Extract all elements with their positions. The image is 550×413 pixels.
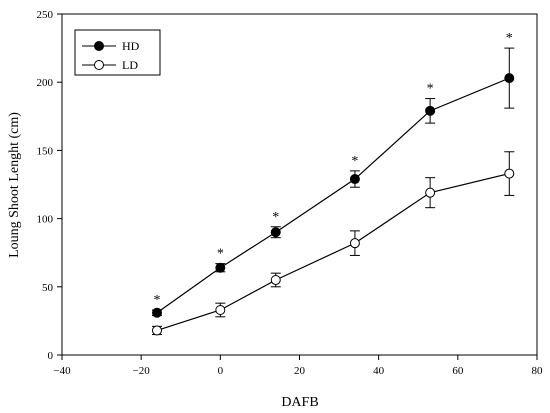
data-point-ld	[504, 168, 515, 179]
data-point-hd	[349, 174, 360, 185]
annotation-layer: * * * * * *	[154, 31, 513, 308]
y-tick-label: 150	[37, 145, 54, 157]
legend-marker-ld	[94, 60, 104, 70]
x-tick-label: 0	[218, 365, 224, 377]
series-hd	[152, 47, 515, 318]
series-line-hd	[156, 77, 510, 314]
legend-label-ld: LD	[122, 58, 138, 72]
y-axis: 0 50 100 150 200 250	[37, 9, 62, 362]
data-point-hd	[425, 105, 436, 116]
data-point-ld	[152, 325, 162, 336]
series-ld	[152, 151, 515, 336]
legend: HD LD	[74, 29, 161, 76]
legend-label-hd: HD	[122, 39, 140, 53]
x-tick-label: 80	[532, 365, 544, 377]
data-point-ld	[215, 304, 226, 315]
x-axis: −40 −20 0 20 40 60 80	[53, 355, 543, 377]
series-layer	[152, 47, 515, 336]
data-point-ld	[270, 274, 281, 285]
x-axis-title: DAFB	[281, 395, 318, 410]
data-point-hd	[504, 73, 515, 84]
significance-asterisk: *	[506, 31, 513, 46]
y-tick-label: 250	[37, 9, 54, 21]
significance-asterisk: *	[217, 247, 224, 262]
x-tick-label: 20	[294, 365, 306, 377]
data-point-ld	[349, 238, 360, 249]
legend-marker-hd	[94, 41, 104, 51]
y-tick-label: 100	[37, 214, 54, 226]
significance-asterisk: *	[351, 154, 358, 169]
x-tick-label: −40	[53, 365, 71, 377]
significance-asterisk: *	[272, 210, 279, 225]
y-tick-label: 50	[42, 282, 54, 294]
significance-asterisk: *	[154, 293, 161, 308]
data-point-ld	[425, 187, 436, 198]
significance-asterisk: *	[427, 82, 434, 97]
y-tick-label: 200	[37, 77, 54, 89]
x-tick-label: −20	[133, 365, 151, 377]
y-tick-label: 0	[48, 350, 54, 362]
series-line-ld	[156, 173, 510, 332]
legend-box	[74, 29, 161, 76]
data-point-hd	[152, 307, 162, 318]
x-tick-label: 60	[452, 365, 464, 377]
y-axis-title: Loung Shoot Lenght (cm)	[7, 112, 22, 258]
data-point-hd	[215, 262, 226, 273]
data-point-hd	[270, 227, 281, 238]
x-tick-label: 40	[373, 365, 385, 377]
